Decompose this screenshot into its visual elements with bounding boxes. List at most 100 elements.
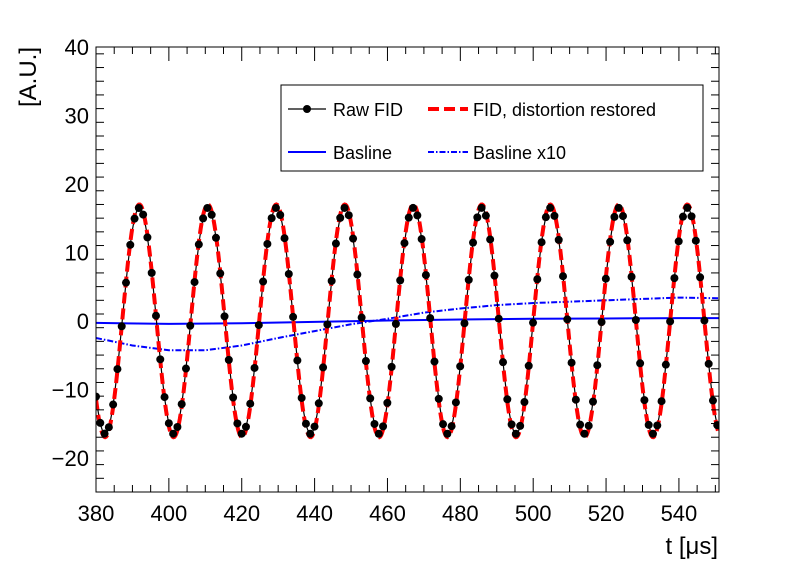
y-axis-label: [A.U.] [15, 47, 42, 107]
series-raw-fid-point [104, 423, 113, 432]
y-tick-label: 30 [65, 103, 89, 128]
series-raw-fid-point [143, 233, 152, 242]
series-raw-fid-point [121, 278, 130, 287]
series-raw-fid-point [469, 238, 478, 247]
series-raw-fid-point [584, 421, 593, 430]
series-raw-fid-point [520, 398, 529, 407]
series-raw-fid-point [151, 311, 160, 320]
y-tick-label: 0 [77, 309, 89, 334]
axis-tick-labels: 380 400 420 440 460 480 500 520 540 −20 −10 0 10 20 30… [52, 35, 698, 526]
series-raw-fid-point [430, 357, 439, 366]
series-raw-fid-point [400, 239, 409, 248]
series-raw-fid-point [147, 268, 156, 277]
legend-marker-raw-fid [303, 105, 311, 113]
series-raw-fid-point [126, 240, 135, 249]
series-raw-fid-point [169, 429, 178, 438]
series-raw-fid-point [211, 233, 220, 242]
series-raw-fid-point [374, 429, 383, 438]
series-raw-fid-point [370, 419, 379, 428]
series-raw-fid-point [109, 400, 118, 409]
series-raw-fid-point [486, 235, 495, 244]
series-raw-fid-point [503, 395, 512, 404]
series-raw-fid-point [220, 312, 229, 321]
series-raw-fid-point [708, 396, 717, 405]
series-raw-fid-point [229, 393, 238, 402]
series-raw-fid-point [691, 236, 700, 245]
series-raw-fid-point [554, 235, 563, 244]
series-raw-fid-point [156, 355, 165, 364]
series-raw-fid-point [289, 312, 298, 321]
series-raw-fid-point [597, 318, 606, 327]
series-raw-fid-point [601, 274, 610, 283]
series-raw-fid-point [653, 421, 662, 430]
series-raw-fid-point [139, 210, 148, 219]
series-raw-fid-point [241, 422, 250, 431]
series-raw-fid-point [640, 396, 649, 405]
series-raw-fid-point [357, 313, 366, 322]
series-raw-fid-point [301, 419, 310, 428]
x-tick-label: 400 [151, 501, 188, 526]
series-raw-fid-point [580, 429, 589, 438]
series-raw-fid-point [383, 398, 392, 407]
series-raw-fid-point [537, 238, 546, 247]
x-tick-label: 500 [515, 501, 552, 526]
series-raw-fid-point [696, 273, 705, 282]
series-raw-fid-point [267, 214, 276, 223]
x-tick-label: 420 [223, 501, 260, 526]
series-raw-fid-point [319, 363, 328, 372]
series-raw-fid-point [336, 213, 345, 222]
series-raw-fid-point [439, 420, 448, 429]
x-tick-label: 540 [661, 501, 698, 526]
y-tick-label: 20 [65, 172, 89, 197]
series-raw-fid-point [173, 423, 182, 431]
series-raw-fid-point [233, 419, 242, 428]
series-raw-fid-point [460, 319, 469, 328]
legend-label-baseline-x10: Basline x10 [473, 143, 566, 163]
series-raw-fid-point [533, 275, 542, 284]
y-tick-label: −10 [52, 377, 89, 402]
series-raw-fid-point [160, 393, 169, 402]
series-baseline-x10-line [96, 296, 719, 352]
series-raw-fid-point [404, 213, 413, 222]
legend-label-fid-restored: FID, distortion restored [473, 100, 656, 120]
series-raw-fid-point [263, 239, 272, 248]
series-raw-fid-point [606, 237, 615, 246]
x-tick-label: 380 [78, 501, 115, 526]
series-raw-fid-point [190, 278, 199, 287]
series-raw-fid-point [618, 212, 627, 221]
series-raw-fid-point [113, 365, 122, 374]
series-raw-fid-point [627, 272, 636, 281]
series-raw-fid-point [507, 420, 516, 429]
series-raw-fid-point [490, 271, 499, 280]
series-raw-fid-point [567, 358, 576, 367]
series-layer [96, 202, 719, 440]
series-raw-fid-point [349, 234, 358, 243]
series-raw-fid-point [456, 362, 465, 371]
series-raw-fid-point [451, 398, 460, 407]
series-raw-fid-point [130, 214, 139, 223]
series-raw-fid-point [117, 322, 126, 331]
series-raw-fid-point [426, 314, 435, 323]
series-raw-fid-point [366, 394, 375, 403]
plot-frame [95, 46, 720, 493]
series-raw-fid-point [648, 429, 657, 438]
series-raw-fid-point [524, 361, 533, 370]
series-raw-fid-point [379, 422, 388, 431]
series-raw-fid-point [683, 203, 692, 212]
series-raw-fid-point [186, 321, 195, 330]
series-raw-fid-point [391, 319, 400, 328]
series-raw-fid-point [670, 274, 679, 283]
series-raw-fid-point [571, 395, 580, 404]
series-raw-fid-point [216, 269, 225, 278]
x-tick-label: 480 [442, 501, 479, 526]
series-raw-fid-point [409, 203, 418, 212]
series-raw-fid-point [657, 397, 666, 406]
series-raw-fid-point [293, 356, 302, 365]
series-baseline-line [96, 317, 719, 325]
series-raw-fid-point [700, 316, 709, 325]
series-raw-fid-point [546, 203, 555, 212]
series-raw-fid-point [593, 361, 602, 370]
series-raw-fid-point [254, 321, 263, 330]
series-raw-fid-point [563, 315, 572, 324]
